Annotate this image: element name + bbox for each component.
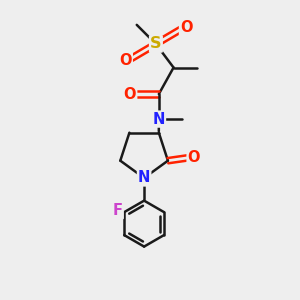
Text: N: N	[153, 112, 165, 127]
Text: S: S	[150, 37, 162, 52]
Text: O: O	[124, 87, 136, 102]
Text: O: O	[119, 53, 132, 68]
Text: O: O	[188, 150, 200, 165]
Text: F: F	[113, 203, 123, 218]
Text: O: O	[180, 20, 193, 35]
Text: N: N	[138, 170, 150, 185]
